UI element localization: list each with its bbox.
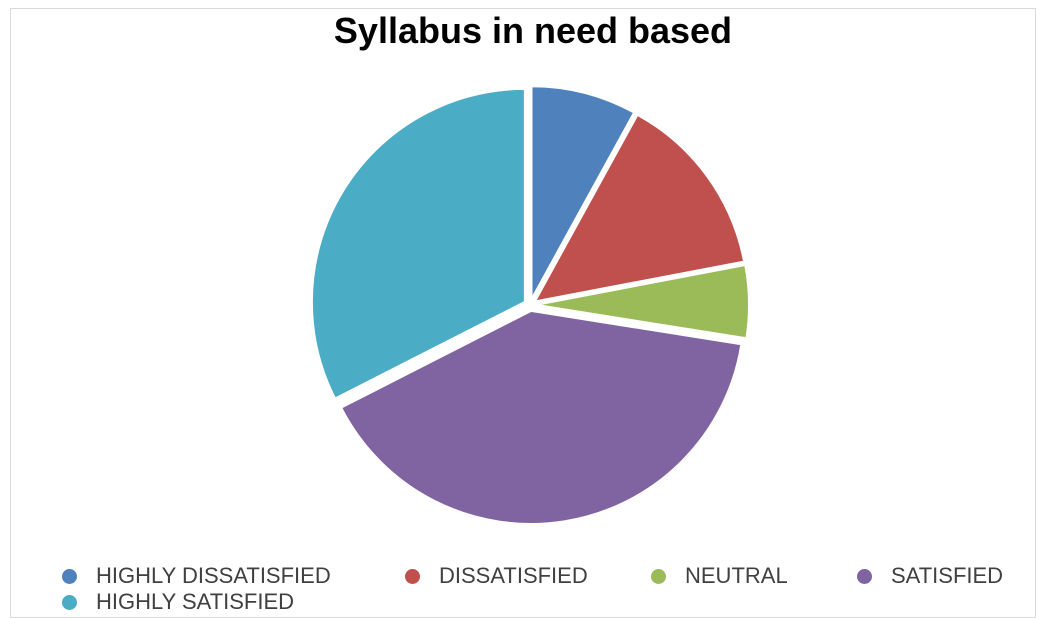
pie-slice-highly-satisfied [310, 87, 526, 400]
pie-slice-neutral [535, 263, 750, 340]
pie-slice-dissatisfied [532, 113, 746, 303]
pie-slice-highly-dissatisfied [530, 85, 636, 300]
pie-slice-satisfied [339, 309, 743, 525]
chart-title: Syllabus in need based [333, 10, 733, 51]
